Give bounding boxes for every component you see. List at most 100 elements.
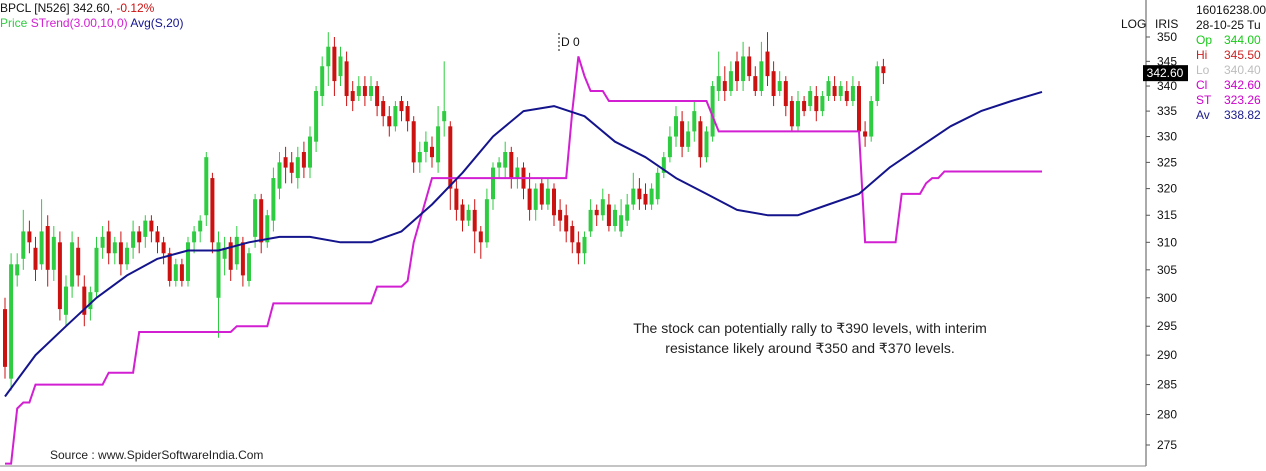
candle (692, 101, 697, 142)
candle (442, 61, 447, 137)
candle-body (661, 157, 666, 173)
candle (39, 199, 44, 270)
legend-avg: Avg(S,20) (130, 16, 184, 30)
candle-body (64, 286, 68, 315)
candle-body (9, 264, 14, 379)
candle-body (698, 121, 703, 158)
candle (234, 226, 239, 270)
candle-body (430, 146, 434, 158)
candle (155, 226, 160, 254)
last-price-bg (1143, 65, 1188, 82)
change-label: -0.12% (116, 1, 155, 15)
info-row-label: Cl (1196, 78, 1208, 92)
candle (484, 188, 489, 248)
candle-body (173, 264, 178, 281)
candle (576, 231, 581, 265)
candle-body (814, 96, 819, 112)
candle (283, 146, 288, 184)
candle (826, 76, 831, 102)
candle (204, 151, 209, 227)
y-tick-label: 340 (1157, 79, 1177, 93)
candle (472, 199, 477, 254)
candle-body (710, 86, 715, 137)
candle-body (88, 292, 93, 310)
d0-marker-label: D 0 (561, 35, 580, 49)
candle (417, 141, 422, 173)
candle (356, 76, 361, 102)
candle (448, 121, 453, 210)
candle-body (106, 231, 111, 254)
candle-body (387, 116, 392, 127)
candle (21, 209, 26, 270)
candle-body (198, 220, 203, 232)
candle (728, 61, 733, 97)
candle (869, 96, 874, 142)
y-tick-label: 345 (1157, 54, 1177, 68)
iris-toggle[interactable]: IRIS (1155, 17, 1179, 31)
candle (783, 76, 788, 117)
candle-body (735, 61, 739, 82)
candle-body (51, 236, 56, 270)
candle (369, 76, 373, 102)
log-toggle[interactable]: LOG (1121, 17, 1147, 31)
candle (210, 172, 215, 254)
candle (125, 242, 129, 270)
candle-body (210, 178, 215, 243)
candle (460, 199, 465, 232)
candle-body (497, 162, 502, 168)
candle-body (808, 91, 813, 107)
candle-body (70, 242, 75, 287)
indicator-legend: Price STrend(3.00,10,0) Avg(S,20) (0, 16, 183, 30)
candle-body (216, 242, 221, 298)
candle-body (875, 66, 880, 102)
candle-body (655, 172, 660, 200)
candle-body (466, 209, 471, 221)
candle-body (295, 157, 300, 179)
avg-line (4, 90, 1043, 398)
candle (64, 275, 68, 327)
candle (631, 172, 636, 210)
candle (619, 199, 624, 237)
candle (289, 151, 294, 184)
candle (82, 275, 87, 327)
candle-body (82, 286, 87, 315)
candle (253, 193, 258, 248)
candle (192, 226, 197, 254)
candle (167, 247, 172, 287)
candle (838, 81, 843, 102)
info-row-av: Av 338.82 (1196, 108, 1261, 122)
indicator-lines (4, 56, 1043, 465)
candle (759, 41, 764, 97)
y-axis: 275 280 285 290 295 300 305 310 315 320 325 330 335 3… (0, 0, 1188, 467)
candle (820, 91, 825, 117)
candle (314, 86, 319, 152)
candle-body (643, 193, 648, 205)
candle-body (881, 66, 886, 74)
candle-body (283, 157, 288, 168)
candle (106, 220, 111, 265)
info-row-value: 323.26 (1224, 93, 1261, 107)
candle-body (228, 242, 233, 270)
candle-body (594, 209, 599, 216)
candle (771, 61, 776, 107)
candle (259, 193, 264, 254)
info-row-label: Lo (1196, 63, 1210, 77)
candle-body (539, 183, 544, 205)
candle-body (253, 199, 258, 237)
candle-body (118, 242, 123, 265)
candle-body (155, 231, 160, 243)
candle-body (125, 247, 129, 265)
last-price-text: 342.60 (1147, 66, 1184, 80)
info-row-label: Av (1196, 108, 1210, 122)
candle-body (344, 61, 349, 97)
candle-body (356, 86, 361, 97)
candle (112, 236, 117, 265)
candle-body (460, 204, 465, 221)
info-row-value: 344.00 (1224, 33, 1261, 47)
candle (814, 86, 819, 122)
candle (777, 71, 782, 97)
candle-body (57, 242, 62, 310)
candle (497, 157, 502, 179)
candle (753, 66, 758, 97)
candle (247, 247, 251, 287)
